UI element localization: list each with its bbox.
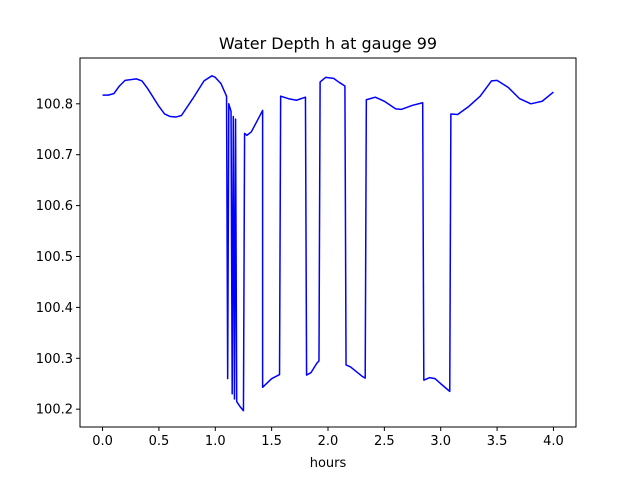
y-tick-label: 100.5 (36, 250, 73, 265)
x-tick-label: 3.0 (430, 434, 451, 449)
series-line-0 (102, 75, 554, 412)
x-tick-label: 2.0 (318, 434, 339, 449)
x-tick-label: 4.0 (543, 434, 564, 449)
x-axis-label: hours (310, 456, 347, 471)
y-tick-label: 100.4 (36, 301, 73, 316)
x-tick-label: 0.5 (149, 434, 170, 449)
y-tick-label: 100.8 (36, 97, 73, 112)
x-tick-label: 1.5 (261, 434, 282, 449)
y-tick-label: 100.2 (36, 403, 73, 418)
y-tick-label: 100.7 (36, 148, 73, 163)
y-tick-label: 100.6 (36, 199, 73, 214)
x-tick-label: 0.0 (92, 434, 113, 449)
x-tick-label: 2.5 (374, 434, 395, 449)
chart-title: Water Depth h at gauge 99 (219, 34, 437, 53)
y-tick-label: 100.3 (36, 352, 73, 367)
plot-area: 0.0 0.5 1.0 1.5 2.0 2.5 3.0 3.5 4.0 100.2 100.3 100… (36, 57, 577, 449)
x-tick-label: 3.5 (487, 434, 508, 449)
x-tick-label: 1.0 (205, 434, 226, 449)
